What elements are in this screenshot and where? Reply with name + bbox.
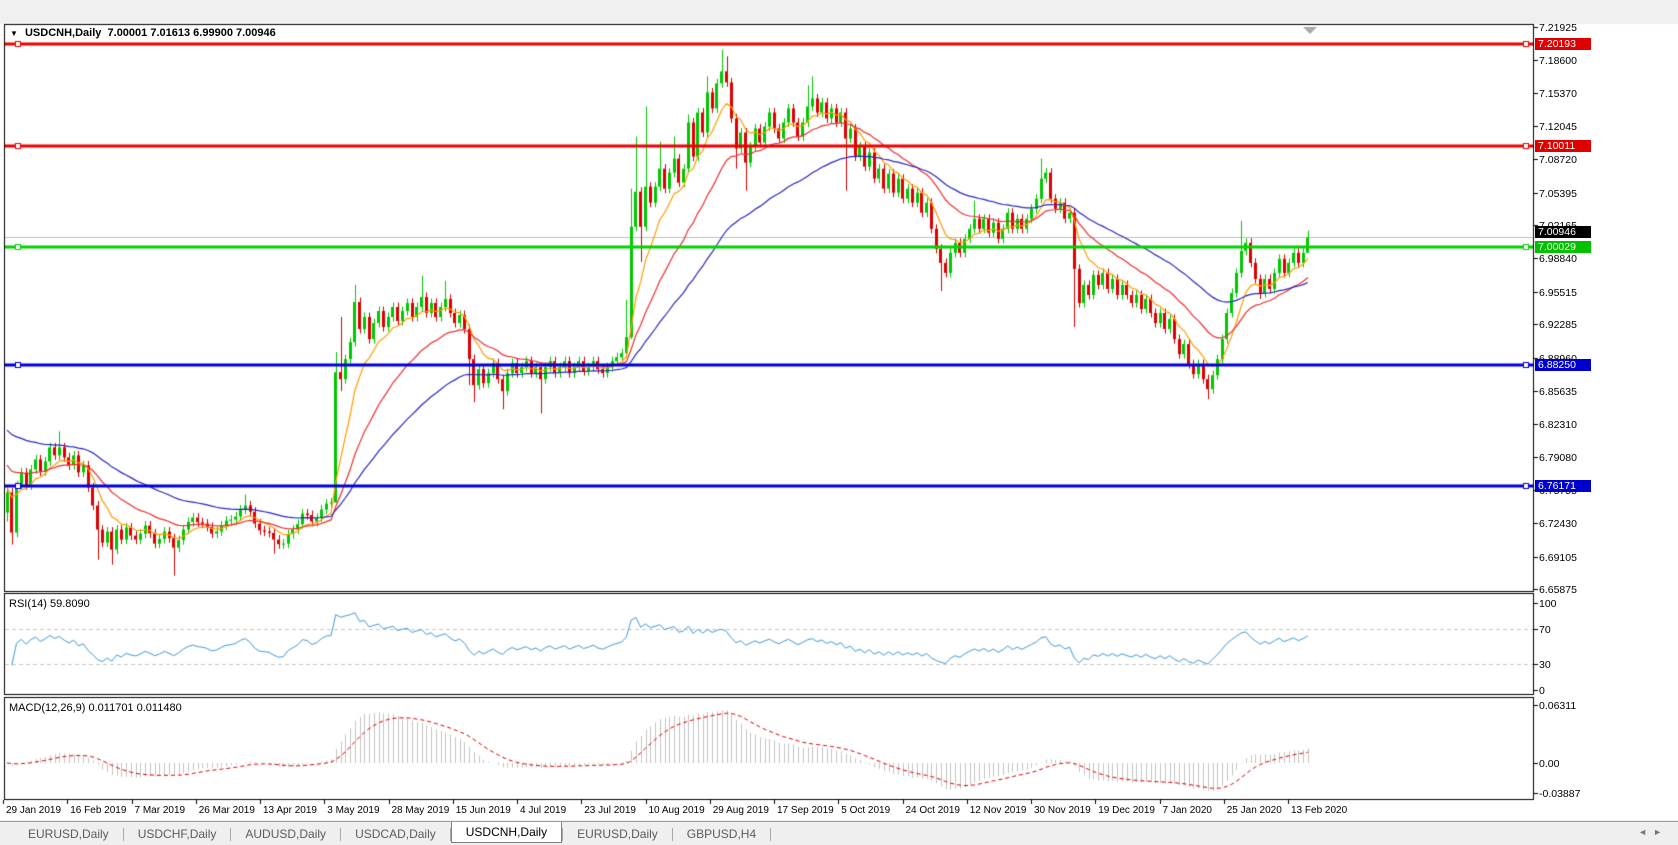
hline-price-chip: 7.10011	[1535, 140, 1591, 153]
ohlc-open: 7.00001	[107, 27, 148, 39]
symbol-label: USDCNH,Daily	[24, 27, 102, 39]
date-label: 25 Jan 2020	[1226, 805, 1282, 816]
tab-separator	[230, 827, 232, 841]
tab-gbpusd-h4[interactable]: GBPUSD,H4	[686, 827, 757, 841]
macd-label: MACD(12,26,9) 0.011701 0.011480	[9, 702, 182, 714]
price-tick-label: 6.65875	[1539, 584, 1577, 596]
tab-separator	[770, 827, 772, 841]
date-label: 23 Jul 2019	[584, 805, 636, 816]
hline-price-chip: 7.00029	[1535, 240, 1591, 253]
price-tick-label: 6.98840	[1539, 253, 1577, 266]
price-tick-label: 6.95515	[1539, 286, 1577, 299]
date-label: 17 Sep 2019	[777, 805, 834, 816]
date-label: 29 Aug 2019	[712, 805, 769, 816]
tab-separator	[562, 827, 564, 841]
chart-title: ▼ USDCNH,Daily 7.00001 7.01613 6.99900 7…	[10, 27, 276, 39]
date-label: 16 Feb 2019	[70, 805, 127, 816]
date-label: 29 Jan 2019	[6, 805, 62, 816]
price-tick-label: 6.82310	[1539, 419, 1577, 432]
date-label: 7 Jan 2020	[1162, 805, 1213, 816]
tab-separator	[122, 827, 124, 841]
date-label: 4 Jul 2019	[520, 805, 567, 816]
tab-eurusd-daily[interactable]: EURUSD,Daily	[577, 827, 658, 841]
date-label: 28 May 2019	[391, 805, 450, 816]
tab-audusd-daily[interactable]: AUDUSD,Daily	[245, 827, 327, 841]
rsi-value: 59.8090	[49, 598, 90, 610]
rsi-tick-label: 100	[1539, 598, 1557, 610]
date-label: 13 Feb 2020	[1291, 805, 1348, 816]
tab-usdcnh-daily[interactable]: USDCNH,Daily	[450, 822, 563, 843]
ohlc-close: 7.00946	[236, 27, 276, 39]
date-label: 30 Nov 2019	[1034, 805, 1091, 816]
rsi-tick-label: 0	[1539, 685, 1545, 697]
date-label: 7 Mar 2019	[134, 805, 186, 816]
price-tick-label: 7.12045	[1539, 121, 1577, 134]
price-tick-label: 7.15370	[1539, 87, 1577, 100]
price-tick-label: 7.05395	[1539, 187, 1577, 200]
hline-price-chip: 6.76171	[1535, 479, 1591, 492]
date-label: 13 Apr 2019	[263, 805, 317, 816]
tab-scroll-arrows: ◄►	[1638, 827, 1668, 837]
date-label: 19 Dec 2019	[1098, 805, 1155, 816]
current-price-chip: 7.00946	[1535, 226, 1591, 239]
rsi-label: RSI(14) 59.8090	[9, 598, 90, 610]
price-tick-label: 6.85635	[1539, 385, 1577, 398]
tab-scroll-right-icon[interactable]: ►	[1653, 827, 1668, 837]
tab-usdcad-daily[interactable]: USDCAD,Daily	[355, 827, 436, 841]
price-tick-label: 6.92285	[1539, 319, 1577, 332]
price-tick-label: 7.08720	[1539, 154, 1577, 167]
symbol-dropdown-icon[interactable]: ▼	[10, 29, 18, 38]
macd-tick-label: 0.00	[1539, 758, 1560, 770]
rsi-tick-label: 70	[1539, 624, 1551, 637]
macd-value-main: 0.011701	[88, 702, 134, 714]
price-tick-label: 6.72430	[1539, 518, 1577, 531]
date-label: 24 Oct 2019	[905, 805, 960, 816]
ohlc-high: 7.01613	[150, 27, 191, 39]
rsi-tick-label: 30	[1539, 658, 1551, 671]
price-tick-label: 6.79080	[1539, 451, 1577, 464]
date-label: 15 Jun 2019	[455, 805, 511, 816]
date-label: 3 May 2019	[327, 805, 380, 816]
macd-value-signal: 0.011480	[136, 702, 182, 714]
tab-scroll-left-icon[interactable]: ◄	[1638, 827, 1654, 837]
price-tick-label: 7.18600	[1539, 55, 1577, 68]
price-tick-label: 6.69105	[1539, 551, 1577, 564]
date-label: 5 Oct 2019	[841, 805, 891, 816]
tab-separator	[671, 827, 673, 841]
tab-eurusd-daily[interactable]: EURUSD,Daily	[28, 827, 109, 841]
hline-price-chip: 6.88250	[1535, 358, 1591, 371]
tab-separator	[449, 827, 451, 841]
chart-tab-bar: EURUSD,Daily USDCHF,Daily AUDUSD,Daily USDC…	[0, 821, 1678, 845]
ohlc-low: 6.99900	[193, 27, 233, 39]
date-label: 12 Nov 2019	[969, 805, 1027, 816]
date-label: 10 Aug 2019	[648, 805, 705, 816]
date-label: 26 Mar 2019	[198, 805, 255, 816]
price-tick-label: 7.21925	[1539, 22, 1577, 34]
tab-separator	[340, 827, 342, 841]
tab-usdchf-daily[interactable]: USDCHF,Daily	[137, 827, 217, 841]
hline-price-chip: 7.20193	[1535, 38, 1591, 51]
macd-tick-label: 0.06311	[1539, 700, 1577, 712]
macd-tick-label: -0.03887	[1539, 788, 1581, 800]
